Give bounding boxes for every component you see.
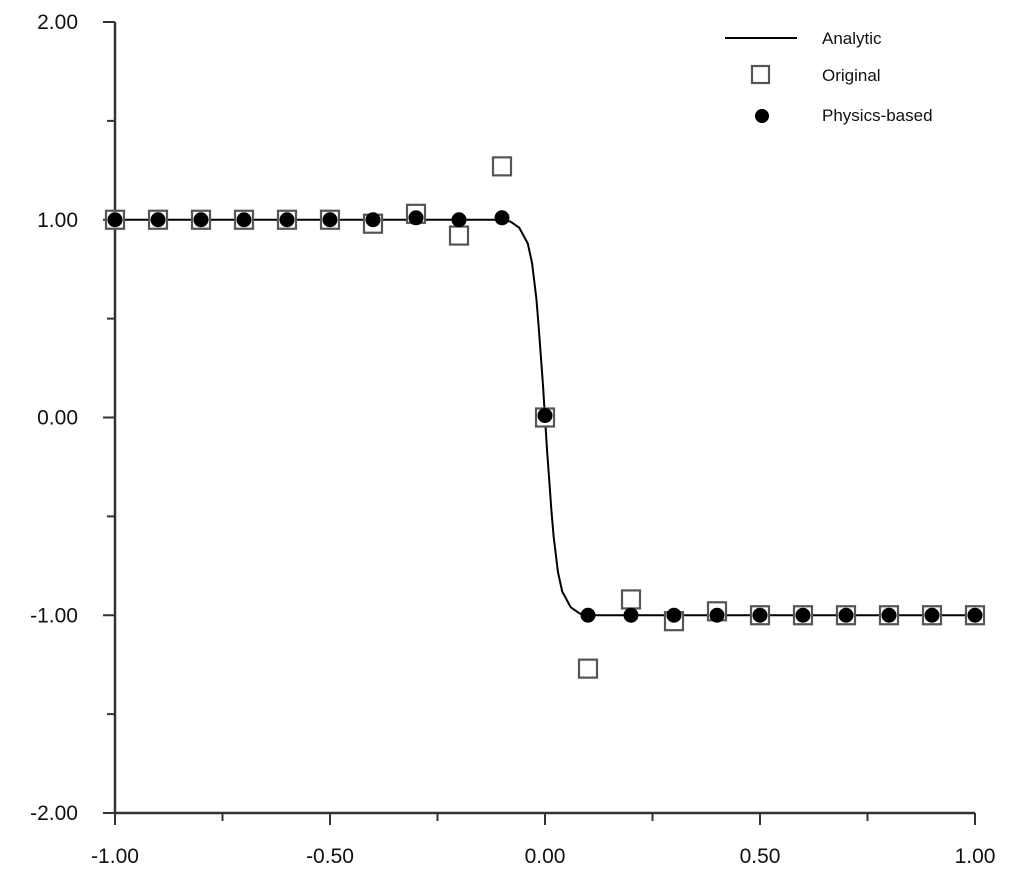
y-tick-label: 1.00 (37, 209, 78, 232)
x-tick-label: 1.00 (955, 845, 996, 868)
physics-based-point (795, 607, 811, 623)
physics-based-point (451, 212, 467, 228)
physics-based-point (709, 607, 725, 623)
y-tick-label: -1.00 (30, 604, 78, 627)
x-tick-label: -0.50 (306, 845, 354, 868)
axis-ticks: -1.00 -0.50 0.00 0.50 1.00 -2.00 -1.00 0.00 1.00… (30, 11, 995, 868)
physics-based-point (365, 212, 381, 228)
physics-based-point (881, 607, 897, 623)
original-point (491, 156, 513, 177)
y-tick-label: 2.00 (37, 11, 78, 34)
legend-original-marker (750, 64, 771, 85)
original-point (577, 658, 599, 679)
physics-based-point (752, 607, 768, 623)
legend-analytic-label: Analytic (822, 29, 882, 48)
legend-physics-based-label: Physics-based (822, 106, 933, 125)
legend: Analytic Original Physics-based (725, 29, 933, 125)
original-point (620, 589, 642, 610)
x-tick-label: 0.00 (525, 845, 566, 868)
physics-based-point (967, 607, 983, 623)
physics-based-point (236, 212, 252, 228)
physics-based-point (193, 212, 209, 228)
physics-based-point (279, 212, 295, 228)
x-tick-label: 0.50 (740, 845, 781, 868)
physics-based-point (537, 408, 553, 424)
physics-based-point (580, 607, 596, 623)
physics-based-point (322, 212, 338, 228)
legend-original-label: Original (822, 66, 881, 85)
physics-based-series (107, 210, 983, 623)
legend-physics-based-marker (755, 109, 769, 123)
physics-based-point (623, 607, 639, 623)
physics-based-point (666, 607, 682, 623)
y-tick-label: 0.00 (37, 407, 78, 430)
physics-based-point (150, 212, 166, 228)
physics-based-point (494, 210, 510, 226)
y-tick-label: -2.00 (30, 802, 78, 825)
physics-based-point (107, 212, 123, 228)
physics-based-point (924, 607, 940, 623)
original-point (448, 225, 470, 246)
physics-based-point (838, 607, 854, 623)
physics-based-point (408, 210, 424, 226)
x-tick-label: -1.00 (91, 845, 139, 868)
